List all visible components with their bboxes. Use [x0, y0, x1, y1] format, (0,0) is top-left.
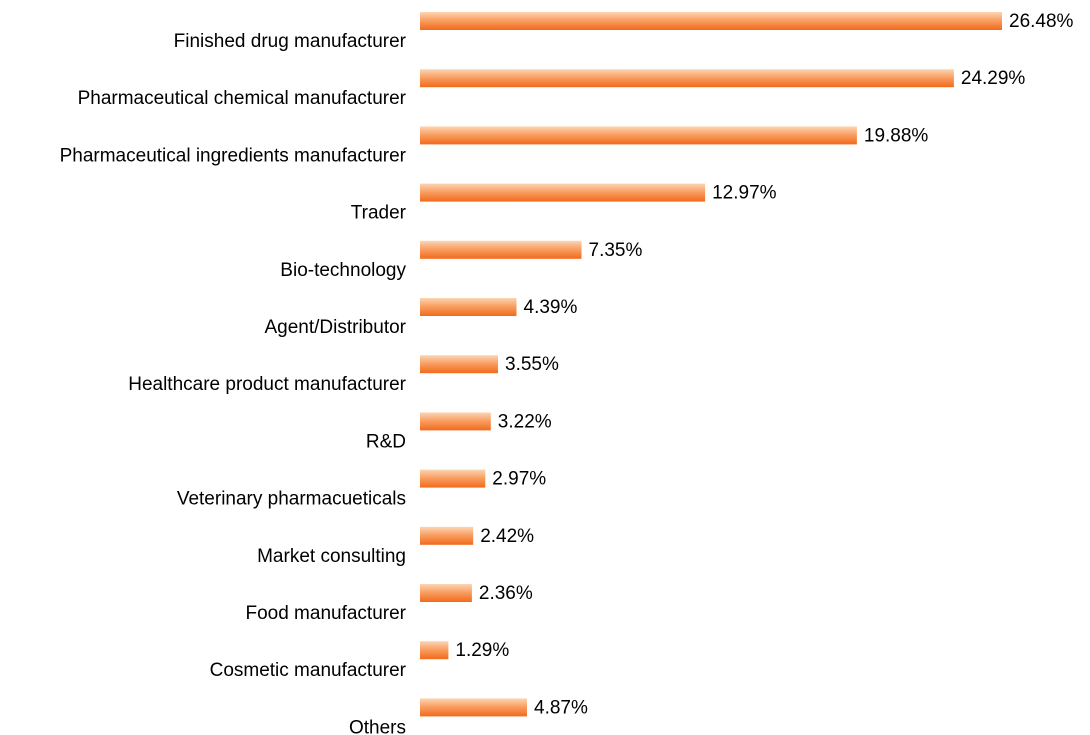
value-label-5: 4.39% — [524, 297, 578, 318]
bar-9 — [420, 526, 474, 545]
bar-12 — [420, 698, 527, 717]
category-label-11: Cosmetic manufacturer — [210, 660, 407, 681]
bar-6 — [420, 355, 498, 374]
value-label-11: 1.29% — [455, 640, 509, 661]
category-label-8: Veterinary pharmacueticals — [177, 489, 406, 510]
value-label-4: 7.35% — [589, 240, 643, 261]
value-label-10: 2.36% — [479, 583, 533, 604]
category-label-3: Trader — [351, 203, 407, 224]
value-label-1: 24.29% — [961, 68, 1026, 89]
category-label-9: Market consulting — [257, 546, 406, 567]
value-label-8: 2.97% — [492, 469, 546, 490]
bar-5 — [420, 298, 517, 316]
value-label-12: 4.87% — [534, 697, 588, 718]
bar-1 — [420, 69, 954, 88]
category-label-6: Healthcare product manufacturer — [128, 374, 406, 395]
bar-0 — [420, 12, 1002, 30]
category-label-4: Bio-technology — [280, 260, 406, 281]
category-label-2: Pharmaceutical ingredients manufacturer — [60, 145, 407, 166]
bar-7 — [420, 412, 491, 431]
value-label-3: 12.97% — [712, 183, 777, 204]
category-label-1: Pharmaceutical chemical manufacturer — [78, 88, 407, 109]
category-labels-layer: Finished drug manufacturer Pharmaceutical… — [60, 31, 407, 735]
value-label-2: 19.88% — [864, 125, 929, 146]
category-label-10: Food manufacturer — [245, 603, 406, 624]
category-label-5: Agent/Distributor — [264, 317, 406, 338]
bar-3 — [420, 183, 706, 202]
value-label-9: 2.42% — [480, 526, 534, 547]
category-label-7: R&D — [366, 431, 406, 452]
bar-4 — [420, 240, 582, 259]
value-label-7: 3.22% — [498, 411, 552, 432]
value-label-0: 26.48% — [1009, 11, 1074, 32]
value-labels-layer: 26.48% 24.29% 19.88% 12.97% 7.35% 4.39% 3.55% 3… — [455, 11, 1073, 718]
bars-layer — [420, 12, 1002, 717]
category-label-0: Finished drug manufacturer — [174, 31, 407, 52]
bar-10 — [420, 584, 472, 602]
category-label-12: Others — [349, 717, 406, 735]
value-label-6: 3.55% — [505, 354, 559, 375]
bar-8 — [420, 469, 486, 488]
bar-11 — [420, 641, 449, 660]
bar-2 — [420, 126, 857, 145]
